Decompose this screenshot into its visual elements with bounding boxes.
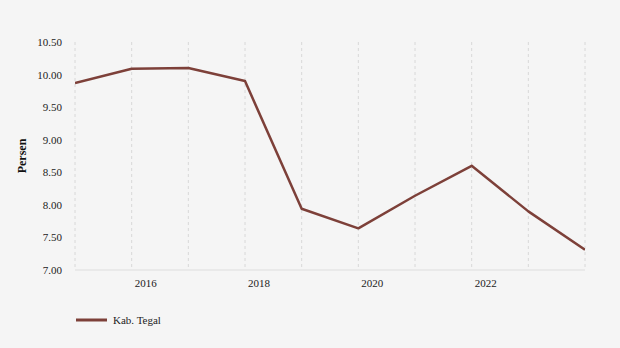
y-tick-label: 7.00	[43, 264, 63, 276]
x-tick-label: 2020	[361, 277, 384, 289]
y-tick	[66, 237, 70, 238]
grid-line	[585, 42, 586, 270]
y-tick	[66, 204, 70, 205]
y-tick-label: 9.00	[43, 134, 63, 146]
y-tick-label: 10.50	[37, 36, 62, 48]
grid-line	[471, 42, 472, 270]
background	[0, 0, 620, 348]
series-line	[75, 68, 585, 250]
y-axis-label: Persen	[15, 138, 29, 173]
grid-line	[188, 42, 189, 270]
legend-swatch	[76, 319, 107, 322]
y-tick	[66, 172, 70, 173]
grid-line	[358, 42, 359, 270]
y-tick-label: 8.50	[43, 166, 63, 178]
chart-container: 7.00 7.50 8.00 8.50 9.00 9.50 10.00 10.50 2016 20…	[0, 0, 620, 348]
x-tick-label: 2018	[248, 277, 271, 289]
y-tick	[66, 42, 70, 43]
x-tick-label: 2016	[135, 277, 158, 289]
x-tick-label: 2022	[475, 277, 497, 289]
x-axis-line	[75, 270, 585, 271]
y-tick-label: 10.00	[37, 69, 62, 81]
grid-line	[415, 42, 416, 270]
y-tick	[66, 270, 70, 271]
grid-line	[75, 42, 76, 270]
y-tick-label: 9.50	[43, 101, 63, 113]
y-tick-label: 8.00	[43, 199, 63, 211]
chart: 7.00 7.50 8.00 8.50 9.00 9.50 10.00 10.50 2016 20…	[0, 0, 620, 348]
y-tick	[66, 107, 70, 108]
y-tick-label: 7.50	[43, 231, 63, 243]
legend-label: Kab. Tegal	[113, 314, 161, 326]
y-tick	[66, 139, 70, 140]
grid-line	[301, 42, 302, 270]
plot-area	[75, 68, 585, 250]
grid-line	[245, 42, 246, 270]
y-tick	[66, 74, 70, 75]
grid-line	[131, 42, 132, 270]
grid-line	[528, 42, 529, 270]
